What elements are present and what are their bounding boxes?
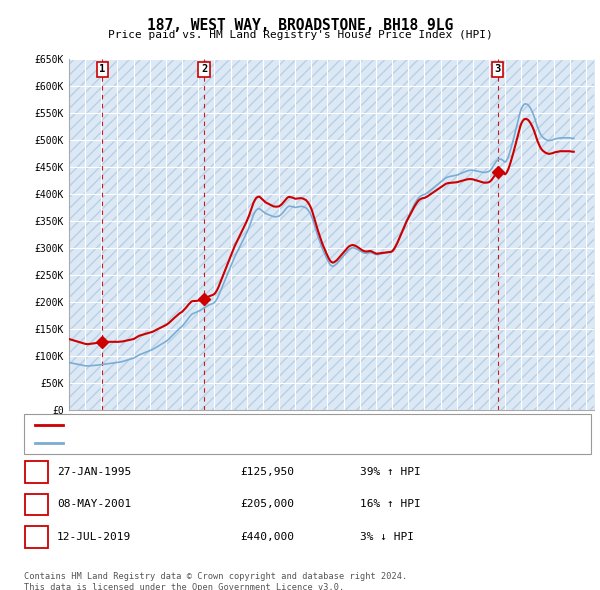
- Text: 08-MAY-2001: 08-MAY-2001: [57, 500, 131, 509]
- Text: 187, WEST WAY, BROADSTONE, BH18 9LG (detached house): 187, WEST WAY, BROADSTONE, BH18 9LG (det…: [69, 420, 374, 430]
- Text: 2: 2: [201, 64, 207, 74]
- Text: 12-JUL-2019: 12-JUL-2019: [57, 532, 131, 542]
- Text: Contains HM Land Registry data © Crown copyright and database right 2024.
This d: Contains HM Land Registry data © Crown c…: [24, 572, 407, 590]
- Text: £125,950: £125,950: [240, 467, 294, 477]
- Text: 3% ↓ HPI: 3% ↓ HPI: [360, 532, 414, 542]
- Text: 1: 1: [100, 64, 106, 74]
- Text: Price paid vs. HM Land Registry's House Price Index (HPI): Price paid vs. HM Land Registry's House …: [107, 30, 493, 40]
- Text: 187, WEST WAY, BROADSTONE, BH18 9LG: 187, WEST WAY, BROADSTONE, BH18 9LG: [147, 18, 453, 32]
- Text: 3: 3: [33, 532, 40, 542]
- Text: 39% ↑ HPI: 39% ↑ HPI: [360, 467, 421, 477]
- Text: HPI: Average price, detached house, Bournemouth Christchurch and Poole: HPI: Average price, detached house, Bour…: [69, 438, 480, 448]
- Text: £205,000: £205,000: [240, 500, 294, 509]
- Text: 1: 1: [33, 467, 40, 477]
- Text: 16% ↑ HPI: 16% ↑ HPI: [360, 500, 421, 509]
- Text: 27-JAN-1995: 27-JAN-1995: [57, 467, 131, 477]
- Text: 3: 3: [494, 64, 500, 74]
- Text: 2: 2: [33, 500, 40, 509]
- Text: £440,000: £440,000: [240, 532, 294, 542]
